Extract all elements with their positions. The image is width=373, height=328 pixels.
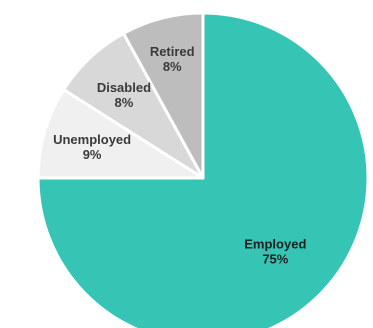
pie-slice-retired <box>122 11 205 180</box>
slice-value-disabled: 8% <box>115 95 134 110</box>
slice-label-employed: Employed <box>244 236 306 251</box>
slice-label-retired: Retired <box>150 44 195 59</box>
slice-value-retired: 8% <box>163 59 182 74</box>
pie-slice-unemployed <box>36 88 205 180</box>
slice-label-unemployed: Unemployed <box>53 132 131 147</box>
pie-slice-employed <box>36 11 370 328</box>
slice-label-disabled: Disabled <box>97 80 151 95</box>
pie-labels: Employed75%Unemployed9%Disabled8%Retired… <box>53 44 306 266</box>
slice-value-employed: 75% <box>262 251 288 266</box>
slice-value-unemployed: 9% <box>83 147 102 162</box>
pie-slices <box>36 11 370 328</box>
